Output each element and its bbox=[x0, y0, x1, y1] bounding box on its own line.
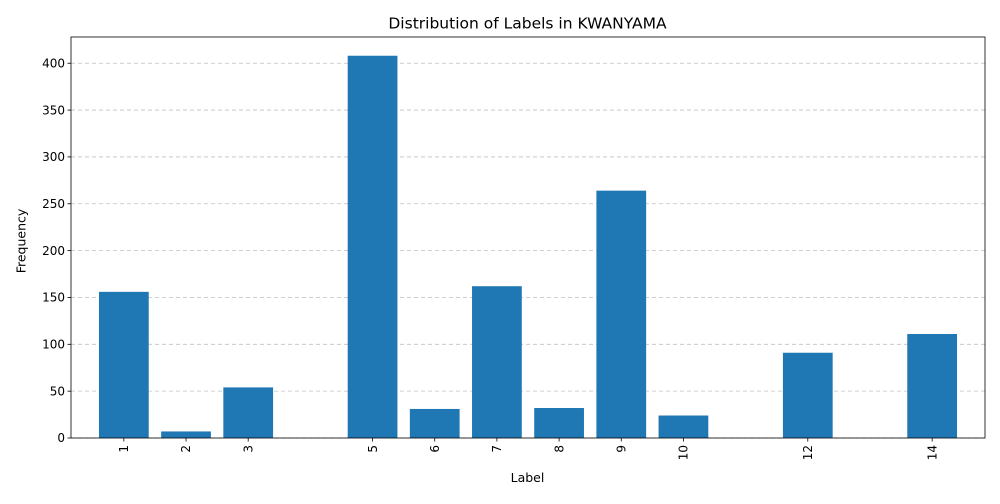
y-axis-label: Frequency bbox=[14, 208, 29, 273]
bar-label-5 bbox=[347, 55, 398, 439]
plot-frame bbox=[70, 36, 986, 439]
gridlines bbox=[71, 62, 985, 439]
y-tick-label: 50 bbox=[50, 384, 65, 398]
bar-label-7 bbox=[472, 286, 522, 438]
x-axis-label: Label bbox=[511, 470, 545, 485]
y-tick-label: 300 bbox=[42, 150, 65, 164]
bar-label-2 bbox=[161, 431, 211, 438]
bars bbox=[98, 55, 958, 439]
bar-label-1 bbox=[98, 291, 149, 438]
bar-label-6 bbox=[409, 408, 460, 438]
x-tick-label: 14 bbox=[925, 445, 939, 460]
y-tick-label: 250 bbox=[42, 197, 65, 211]
y-tick-label: 200 bbox=[42, 244, 65, 258]
bar-label-3 bbox=[223, 387, 274, 438]
bar-label-10 bbox=[658, 415, 709, 438]
bar-label-8 bbox=[534, 408, 584, 438]
x-tick-label: 10 bbox=[677, 445, 691, 460]
x-tick-label: 2 bbox=[179, 445, 193, 453]
x-tick-label: 12 bbox=[801, 445, 815, 460]
bar-label-14 bbox=[907, 334, 958, 438]
y-tick-label: 0 bbox=[57, 431, 65, 445]
chart-title: Distribution of Labels in KWANYAMA bbox=[388, 15, 667, 33]
x-tick-label: 7 bbox=[490, 445, 504, 453]
y-tick-label: 150 bbox=[42, 291, 65, 305]
x-tick-label: 3 bbox=[241, 445, 255, 453]
x-tick-label: 8 bbox=[552, 445, 566, 453]
x-tick-label: 5 bbox=[366, 445, 380, 453]
x-tick-label: 9 bbox=[614, 445, 628, 453]
y-tick-label: 400 bbox=[42, 56, 65, 70]
x-tick-label: 1 bbox=[117, 445, 131, 453]
y-tick-label: 350 bbox=[42, 103, 65, 117]
bar-label-12 bbox=[782, 352, 833, 438]
y-tick-label: 100 bbox=[42, 338, 65, 352]
x-tick-label: 6 bbox=[428, 445, 442, 453]
bar-label-9 bbox=[596, 190, 647, 438]
